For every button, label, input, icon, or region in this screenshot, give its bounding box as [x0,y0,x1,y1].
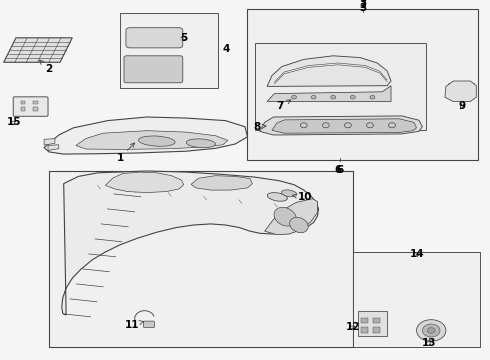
Text: 15: 15 [6,117,21,127]
Bar [373,327,380,333]
Text: 6: 6 [336,165,343,175]
FancyBboxPatch shape [13,97,48,116]
Ellipse shape [281,190,297,197]
Ellipse shape [186,139,216,148]
Circle shape [416,320,446,341]
Ellipse shape [274,207,296,226]
Bar [21,107,25,111]
Circle shape [292,95,296,99]
Polygon shape [44,139,55,145]
Circle shape [370,95,375,99]
Bar [361,327,368,333]
Polygon shape [272,119,416,133]
FancyBboxPatch shape [144,321,154,328]
Bar [358,311,387,336]
Text: 10: 10 [293,192,312,202]
Bar [21,101,25,104]
Polygon shape [445,81,476,102]
Polygon shape [44,117,247,154]
Text: 4: 4 [223,44,230,54]
Text: 12: 12 [345,322,360,332]
Text: 13: 13 [421,338,436,348]
Text: 1: 1 [117,143,135,163]
Polygon shape [260,116,422,135]
Ellipse shape [139,136,175,146]
FancyBboxPatch shape [124,56,183,83]
Bar [33,101,38,104]
Text: 7: 7 [276,100,291,111]
Bar [33,107,38,111]
Circle shape [331,95,336,99]
Text: 5: 5 [180,33,187,43]
Bar [353,252,480,347]
Bar [361,318,368,323]
Circle shape [427,328,435,333]
Ellipse shape [268,193,287,201]
Text: 6: 6 [335,165,342,175]
Bar [373,318,380,323]
Text: 11: 11 [125,320,144,330]
Polygon shape [105,172,184,193]
Text: 3: 3 [359,3,366,13]
Text: 3: 3 [359,0,366,10]
Polygon shape [48,145,59,150]
Polygon shape [191,176,252,190]
Text: 2: 2 [40,60,52,74]
Text: 8: 8 [253,122,266,132]
Circle shape [311,95,316,99]
Bar [120,13,218,88]
Bar [49,171,353,347]
Text: 14: 14 [410,249,425,259]
Circle shape [350,95,355,99]
Polygon shape [62,171,318,315]
Bar [255,43,426,130]
Polygon shape [267,56,391,86]
Polygon shape [267,86,391,102]
Polygon shape [265,199,318,235]
Ellipse shape [290,217,308,233]
Bar [247,9,478,160]
Text: 3: 3 [359,0,366,8]
Polygon shape [4,38,73,62]
FancyBboxPatch shape [126,28,183,48]
Circle shape [422,324,440,337]
Text: 9: 9 [458,101,465,111]
Polygon shape [76,131,228,149]
